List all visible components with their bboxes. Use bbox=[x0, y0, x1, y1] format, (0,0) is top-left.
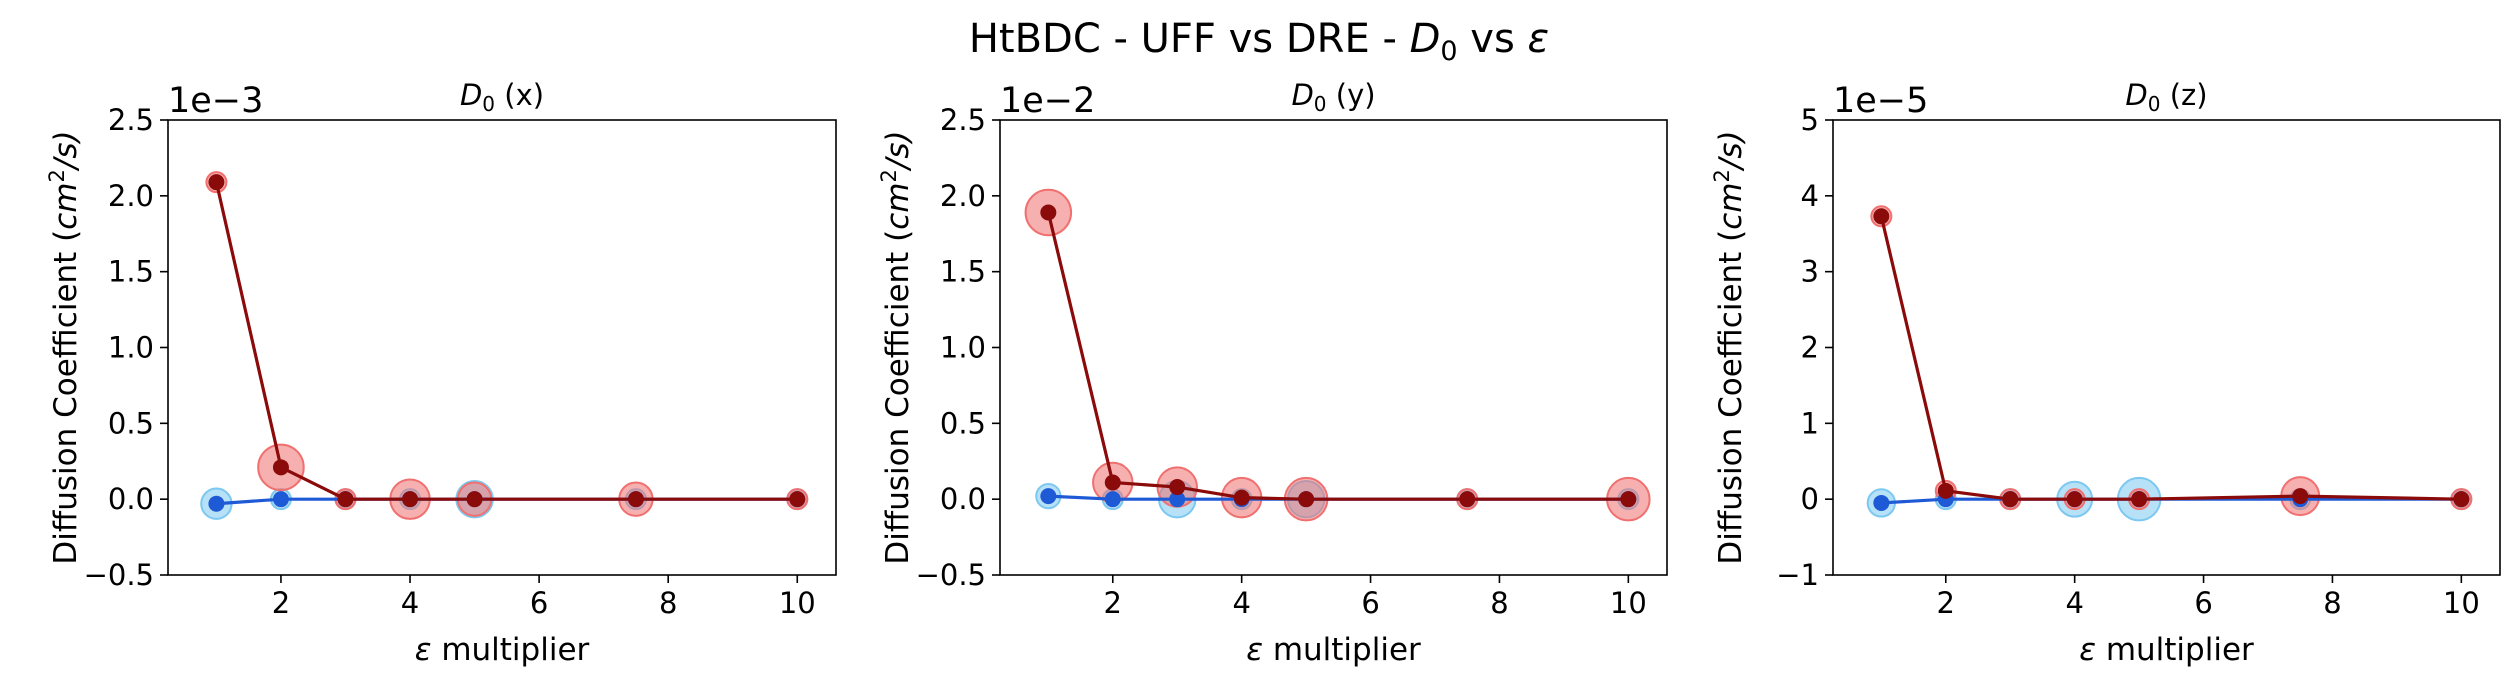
y-tick-label: 1.0 bbox=[940, 331, 986, 365]
axes-frame bbox=[999, 119, 1668, 576]
red-series-point bbox=[1873, 208, 1890, 225]
x-tick-label: 2 bbox=[1937, 586, 1955, 620]
red-series-point bbox=[1104, 474, 1121, 491]
offset-text: 1e−2 bbox=[1000, 81, 1095, 121]
y-tick-label: −0.5 bbox=[84, 558, 154, 592]
y-tick-label: 4 bbox=[1801, 179, 1819, 213]
y-tick-label: 2.0 bbox=[940, 179, 986, 213]
y-tick-label: 1.0 bbox=[108, 331, 154, 365]
red-series-point bbox=[2292, 488, 2309, 505]
y-tick-label: 3 bbox=[1801, 255, 1819, 289]
red-series-point bbox=[2002, 491, 2019, 508]
red-series-point bbox=[1233, 489, 1250, 506]
y-axis-label: Diffusion Coefficient (cm2/s) bbox=[1710, 130, 1749, 564]
red-series-point bbox=[2453, 491, 2470, 508]
y-axis-label: Diffusion Coefficient (cm2/s) bbox=[877, 130, 916, 564]
y-tick-label: 0.0 bbox=[108, 482, 154, 516]
y-tick-label: 1 bbox=[1801, 406, 1819, 440]
y-tick-label: 2.5 bbox=[108, 103, 154, 137]
axes-frame bbox=[1832, 119, 2501, 576]
x-tick-label: 4 bbox=[1232, 586, 1250, 620]
red-series-point bbox=[2131, 491, 2148, 508]
x-tick-label: 10 bbox=[779, 586, 816, 620]
panel-title: D0 (x) bbox=[460, 78, 544, 116]
red-series-point bbox=[272, 459, 289, 476]
x-tick-label: 10 bbox=[1610, 586, 1647, 620]
blue-series-point bbox=[1104, 491, 1121, 508]
y-tick-label: 2.0 bbox=[108, 179, 154, 213]
red-series-point bbox=[1298, 491, 1315, 508]
chart-panel-3: 2 4 6 8 10 −1 0 1 2 3 4 5 1e−5 D0 (z) ε multiplier Diff… bbox=[1710, 78, 2501, 668]
red-series-point bbox=[2066, 491, 2083, 508]
axes-frame bbox=[167, 119, 837, 576]
red-series-point bbox=[402, 491, 419, 508]
blue-series-point bbox=[1169, 491, 1186, 508]
y-tick-label: −0.5 bbox=[916, 558, 986, 592]
red-series-point bbox=[337, 491, 354, 508]
x-tick-label: 10 bbox=[2443, 586, 2480, 620]
y-tick-label: 5 bbox=[1801, 103, 1819, 137]
red-series-point bbox=[208, 174, 225, 191]
y-tick-label: 0.5 bbox=[108, 406, 154, 440]
x-axis-label: ε multiplier bbox=[415, 632, 590, 668]
blue-series-point bbox=[1873, 494, 1890, 511]
blue-series-point bbox=[208, 495, 225, 512]
y-tick-label: 0.0 bbox=[940, 482, 986, 516]
y-tick-label: 1.5 bbox=[940, 255, 986, 289]
offset-text: 1e−5 bbox=[1833, 81, 1928, 121]
panel-title: D0 (y) bbox=[1291, 78, 1375, 116]
offset-text: 1e−3 bbox=[168, 81, 263, 121]
x-axis-label: ε multiplier bbox=[2079, 632, 2254, 668]
x-tick-label: 2 bbox=[1104, 586, 1122, 620]
red-series-point bbox=[1459, 491, 1476, 508]
x-tick-label: 2 bbox=[272, 586, 290, 620]
x-tick-label: 4 bbox=[401, 586, 419, 620]
red-series-point bbox=[789, 491, 806, 508]
red-series-point bbox=[1620, 491, 1637, 508]
panel-title: D0 (z) bbox=[2125, 78, 2207, 116]
red-series-point bbox=[1937, 482, 1954, 499]
x-tick-label: 8 bbox=[1490, 586, 1508, 620]
red-series-line bbox=[1046, 212, 1629, 501]
red-series-line bbox=[214, 181, 798, 501]
y-tick-label: 0.5 bbox=[940, 406, 986, 440]
blue-series-point bbox=[1040, 488, 1057, 505]
chart-panel-2: 2 4 6 8 10 −0.5 0.0 0.5 1.0 1.5 2.0 2.5 1e−2 D0 (y) ε … bbox=[877, 78, 1668, 668]
x-axis-label: ε multiplier bbox=[1246, 632, 1421, 668]
figure-suptitle: HtBDC - UFF vs DRE - D0 vs ε bbox=[969, 16, 1549, 67]
red-series-line bbox=[1879, 215, 2462, 501]
x-tick-label: 6 bbox=[1361, 586, 1379, 620]
x-tick-label: 6 bbox=[530, 586, 548, 620]
red-series-point bbox=[1040, 204, 1057, 221]
chart-panel-1: 2 4 6 8 10 −0.5 0.0 0.5 1.0 1.5 2.0 2.5 1e−3 D0 (x) ε … bbox=[45, 78, 837, 668]
y-tick-label: −1 bbox=[1776, 558, 1819, 592]
x-tick-label: 6 bbox=[2194, 586, 2212, 620]
y-tick-label: 2.5 bbox=[940, 103, 986, 137]
x-tick-label: 4 bbox=[2065, 586, 2083, 620]
red-series-point bbox=[627, 491, 644, 508]
x-tick-label: 8 bbox=[659, 586, 677, 620]
y-tick-label: 2 bbox=[1801, 331, 1819, 365]
x-tick-label: 8 bbox=[2323, 586, 2341, 620]
y-tick-label: 1.5 bbox=[108, 255, 154, 289]
blue-series-point bbox=[272, 491, 289, 508]
red-series-point bbox=[1169, 479, 1186, 496]
y-tick-label: 0 bbox=[1801, 482, 1819, 516]
red-series-point bbox=[466, 491, 483, 508]
y-axis-label: Diffusion Coefficient (cm2/s) bbox=[45, 130, 84, 564]
